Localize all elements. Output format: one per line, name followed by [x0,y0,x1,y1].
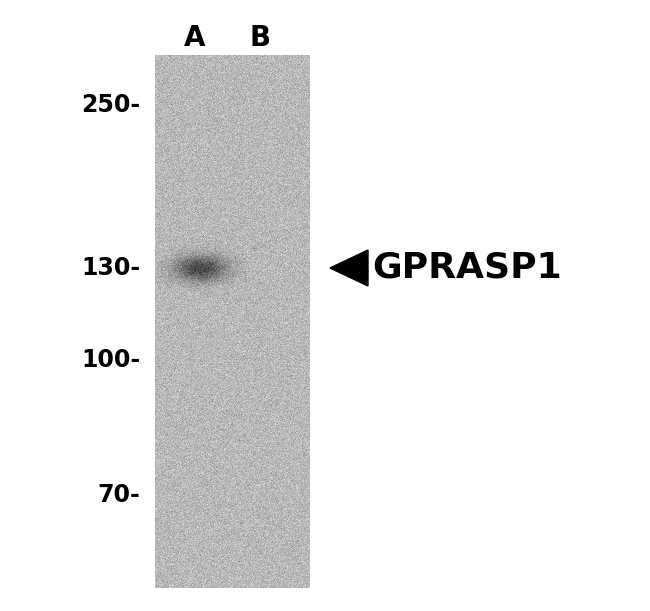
Text: 70-: 70- [98,483,140,507]
Text: 130-: 130- [81,256,140,280]
Text: B: B [250,24,270,52]
Text: GPRASP1: GPRASP1 [372,251,562,285]
Polygon shape [330,250,368,286]
Text: 100-: 100- [81,348,140,372]
Text: A: A [184,24,206,52]
Text: 250-: 250- [81,93,140,117]
